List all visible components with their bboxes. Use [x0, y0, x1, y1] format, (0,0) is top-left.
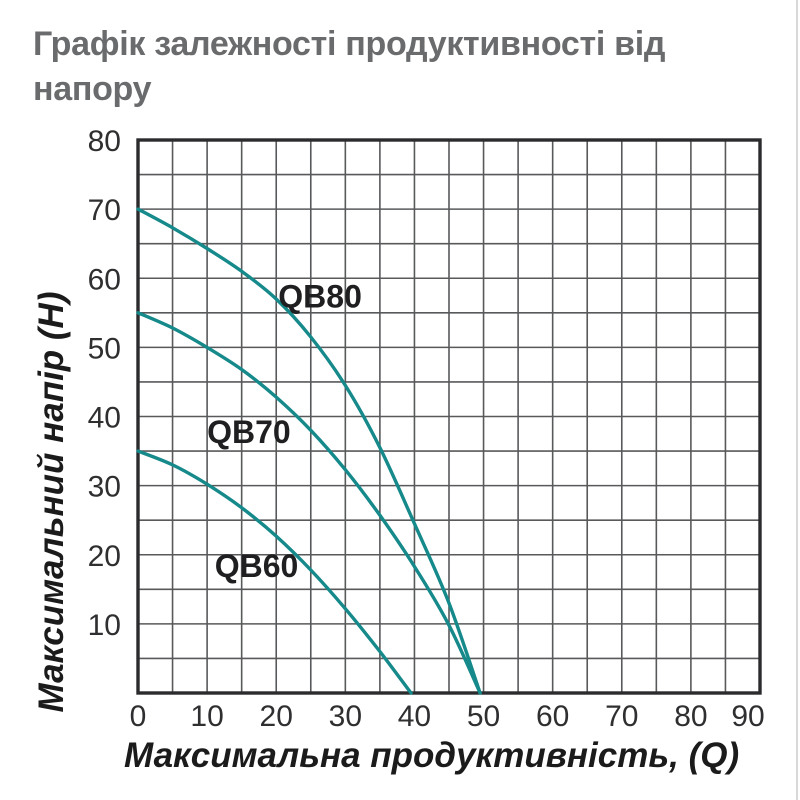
- page-title: Графік залежності продуктивності від напо…: [33, 22, 757, 112]
- x-tick-label: 0: [130, 700, 147, 733]
- page-title-line-1: Графік залежності продуктивності від: [33, 25, 666, 63]
- x-tick-label: 30: [329, 700, 362, 733]
- curve-label-qb60: QB60: [215, 548, 299, 584]
- y-tick-label: 80: [88, 125, 121, 158]
- y-tick-label: 60: [88, 263, 121, 296]
- x-tick-label: 80: [674, 700, 707, 733]
- x-axis-title: Максимальна продуктивність, (Q): [124, 736, 740, 775]
- curve-label-qb70: QB70: [207, 414, 291, 450]
- plot-border: [136, 138, 762, 695]
- y-axis-title: Максимальний напір (H): [32, 291, 71, 713]
- curve-qb60: [136, 449, 413, 695]
- x-tick-label: 10: [190, 700, 223, 733]
- y-tick-label: 30: [88, 471, 121, 504]
- x-tick-label: 20: [260, 700, 293, 733]
- y-tick-label: 20: [88, 540, 121, 573]
- x-tick-label: 40: [398, 700, 431, 733]
- curve-qb80: [136, 207, 482, 695]
- x-tick-label: 50: [467, 700, 500, 733]
- curve-qb70: [136, 311, 482, 695]
- page-title-line-2: напору: [33, 70, 152, 108]
- y-tick-label: 10: [88, 609, 121, 642]
- page-edge-line: [796, 0, 798, 800]
- curve-label-qb80: QB80: [278, 278, 362, 314]
- y-tick-label: 50: [88, 332, 121, 365]
- x-tick-label: 60: [536, 700, 569, 733]
- x-tick-label: 70: [605, 700, 638, 733]
- x-tick-label: 90: [731, 700, 764, 733]
- y-tick-label: 40: [88, 402, 121, 435]
- y-tick-label: 70: [88, 194, 121, 227]
